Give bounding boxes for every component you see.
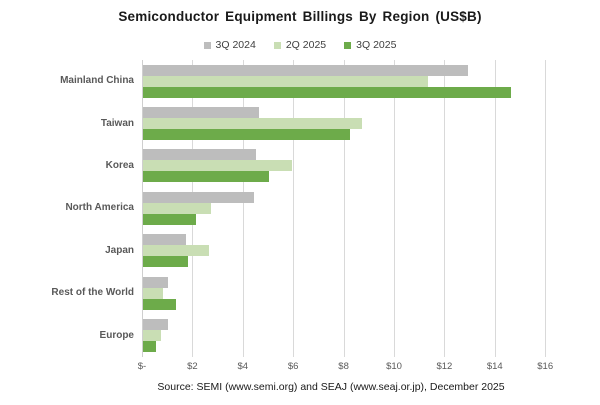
bar-north-america-2q-2025 — [143, 202, 212, 214]
category-label-taiwan: Taiwan — [100, 117, 134, 129]
source-note: Source: SEMI (www.semi.org) and SEAJ (ww… — [157, 381, 505, 393]
x-tick-label-0: $- — [137, 361, 147, 372]
bar-europe-3q-2025 — [143, 340, 156, 352]
gridline-6 — [293, 60, 295, 357]
bar-korea-2q-2025 — [143, 160, 292, 172]
bar-japan-3q-2025 — [143, 256, 189, 268]
bar-taiwan-3q-2024 — [143, 106, 259, 118]
bar-rest-of-the-world-3q-2025 — [143, 298, 176, 310]
x-tick-label-10: $10 — [386, 361, 402, 372]
bar-europe-3q-2024 — [143, 318, 169, 330]
bar-taiwan-3q-2025 — [143, 128, 350, 140]
bar-north-america-3q-2025 — [143, 213, 196, 225]
legend-swatch-3q-2024 — [203, 41, 211, 49]
category-label-north-america: North America — [65, 202, 134, 214]
x-tick-label-16: $16 — [537, 361, 554, 372]
category-label-rest-of-the-world: Rest of the World — [51, 287, 134, 299]
bar-europe-2q-2025 — [143, 329, 161, 341]
plot-area — [142, 60, 572, 357]
bar-mainland-china-3q-2024 — [143, 64, 469, 76]
legend-item-3q-2025: 3Q 2025 — [344, 39, 396, 51]
legend-label-3q-2024: 3Q 2024 — [215, 39, 256, 51]
legend-item-3q-2024: 3Q 2024 — [203, 39, 256, 51]
x-tick-label-2: $2 — [187, 361, 198, 372]
legend-label-2q-2025: 2Q 2025 — [285, 39, 327, 51]
x-tick-label-6: $6 — [287, 361, 299, 372]
category-label-mainland-china: Mainland China — [60, 75, 134, 87]
gridline-10 — [394, 60, 395, 357]
legend-swatch-2q-2025 — [273, 41, 281, 49]
bar-rest-of-the-world-2q-2025 — [143, 287, 164, 299]
category-label-japan: Japan — [105, 244, 134, 256]
legend-label-3q-2025: 3Q 2025 — [356, 39, 397, 51]
bar-korea-3q-2024 — [143, 149, 257, 161]
category-axis-line — [142, 60, 143, 357]
bar-japan-2q-2025 — [143, 245, 209, 257]
legend-swatch-3q-2025 — [344, 41, 352, 49]
x-tick-label-4: $4 — [237, 361, 249, 372]
bar-rest-of-the-world-3q-2024 — [143, 276, 169, 288]
x-tick-label-8: $8 — [338, 361, 349, 372]
category-label-korea: Korea — [105, 160, 134, 171]
legend: 3Q 2024 2Q 2025 3Q 2025 — [0, 39, 600, 51]
gridline-12 — [444, 60, 446, 357]
gridline-8 — [343, 60, 345, 357]
x-tick-label-14: $14 — [486, 361, 503, 372]
gridline-16 — [545, 60, 547, 357]
bar-korea-3q-2025 — [143, 171, 269, 183]
gridline-4 — [242, 60, 244, 357]
bar-mainland-china-2q-2025 — [143, 75, 428, 87]
legend-item-2q-2025: 2Q 2025 — [273, 39, 327, 51]
category-label-europe: Europe — [99, 329, 134, 341]
gridline-14 — [494, 60, 496, 357]
bar-mainland-china-3q-2025 — [143, 86, 511, 98]
x-tick-label-12: $12 — [436, 361, 453, 372]
chart-title: Semiconductor Equipment Billings By Regi… — [118, 9, 482, 24]
bar-japan-3q-2024 — [143, 234, 186, 246]
bar-taiwan-2q-2025 — [143, 117, 363, 129]
bar-north-america-3q-2024 — [143, 191, 254, 203]
